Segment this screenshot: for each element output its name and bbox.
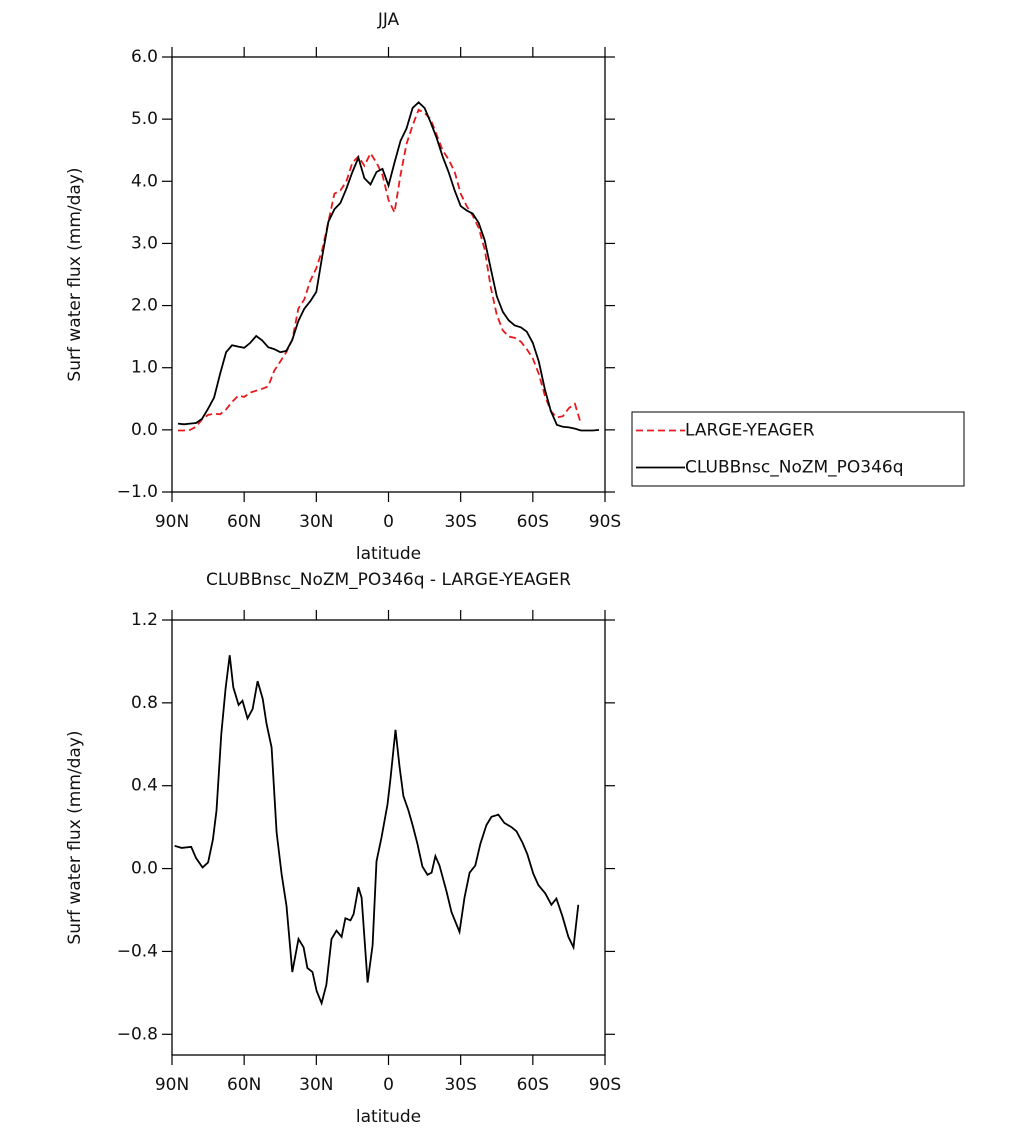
y-tick-label: 3.0 <box>131 233 158 253</box>
y-axis-label: Surf water flux (mm/day) <box>65 167 85 381</box>
series-line <box>177 101 600 432</box>
legend-label: LARGE-YEAGER <box>685 421 815 441</box>
y-tick-label: −0.4 <box>117 941 158 961</box>
x-tick-label: 30S <box>444 1075 476 1095</box>
y-tick-label: 4.0 <box>131 171 158 191</box>
series-line <box>174 655 580 1007</box>
y-tick-label: 6.0 <box>131 47 158 67</box>
x-tick-label: 90S <box>589 1075 621 1095</box>
chart-title: JJA <box>377 10 400 30</box>
y-tick-label: 0.0 <box>131 859 158 879</box>
y-tick-label: 1.2 <box>131 610 158 630</box>
y-tick-label: 0.8 <box>131 693 158 713</box>
x-tick-label: 0 <box>383 512 394 532</box>
chart-title: CLUBBnsc_NoZM_PO346q - LARGE-YEAGER <box>206 570 571 590</box>
y-tick-label: −1.0 <box>117 482 158 502</box>
y-tick-label: 5.0 <box>131 109 158 129</box>
x-tick-label: 90N <box>155 1075 189 1095</box>
y-tick-label: 0.0 <box>131 420 158 440</box>
x-tick-label: 30S <box>444 512 476 532</box>
y-tick-label: 2.0 <box>131 296 158 316</box>
y-axis-label: Surf water flux (mm/day) <box>65 730 85 944</box>
x-tick-label: 30N <box>299 512 333 532</box>
x-tick-label: 60S <box>517 512 549 532</box>
x-tick-label: 0 <box>383 1075 394 1095</box>
plot-frame <box>171 619 606 1056</box>
x-tick-label: 60N <box>227 512 261 532</box>
x-tick-label: 30N <box>299 1075 333 1095</box>
y-tick-label: −0.8 <box>117 1024 158 1044</box>
x-tick-label: 60N <box>227 1075 261 1095</box>
legend: LARGE-YEAGER CLUBBnsc_NoZM_PO346q <box>631 411 965 487</box>
x-axis-label: latitude <box>356 1107 421 1127</box>
y-tick-label: 1.0 <box>131 358 158 378</box>
x-axis-label: latitude <box>356 544 421 564</box>
series-line <box>178 108 582 432</box>
x-tick-label: 90S <box>589 512 621 532</box>
x-tick-label: 60S <box>517 1075 549 1095</box>
legend-box <box>631 411 965 487</box>
plot-frame <box>171 56 606 493</box>
y-tick-label: 0.4 <box>131 776 158 796</box>
legend-label: CLUBBnsc_NoZM_PO346q <box>685 458 904 478</box>
x-tick-label: 90N <box>155 512 189 532</box>
